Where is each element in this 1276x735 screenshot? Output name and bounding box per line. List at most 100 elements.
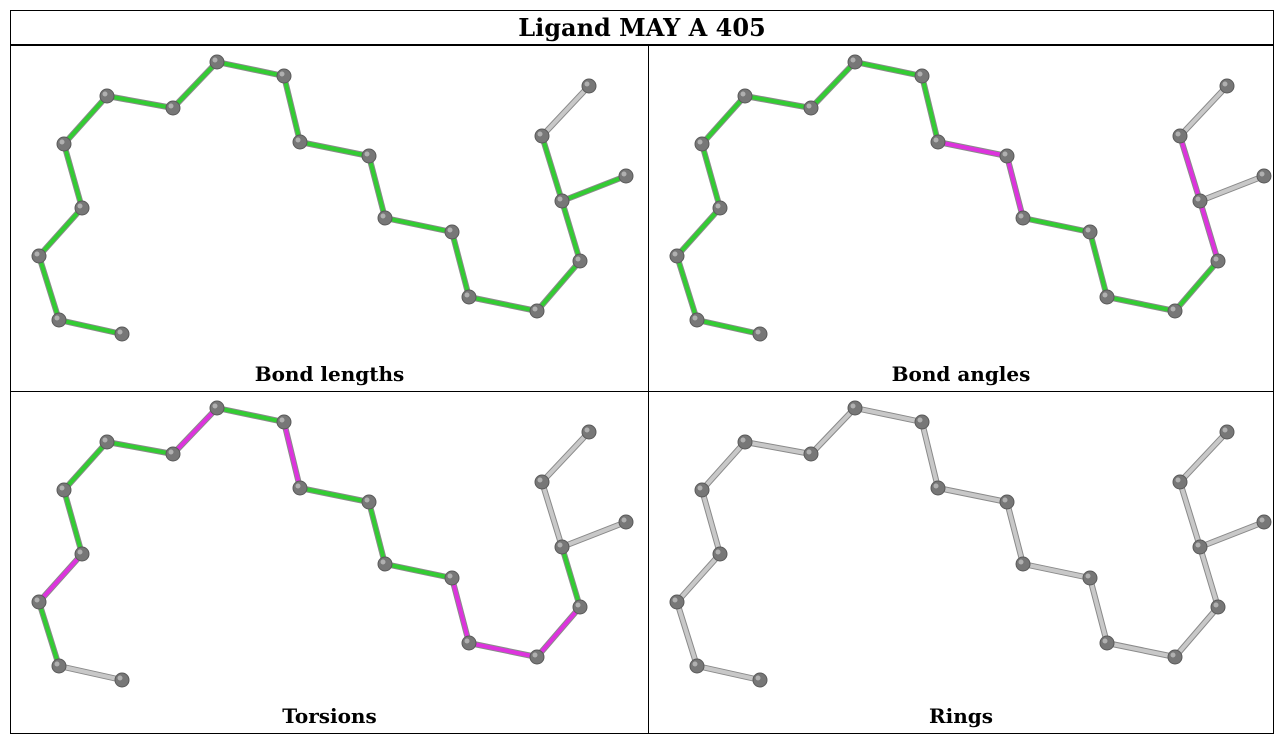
molecule-torsions [31,400,634,688]
bond-neutral [1198,545,1220,609]
atom [99,88,115,104]
atom-highlight [295,483,301,489]
bond-ok [920,74,940,144]
atom-highlight [380,213,386,219]
atom-highlight [575,256,581,262]
bond-ok [171,60,219,110]
atom [1192,539,1208,555]
atom-highlight [933,137,939,143]
bond-neutral [1178,430,1229,484]
atom-highlight [740,437,746,443]
atom-highlight [59,139,65,145]
atom [56,136,72,152]
bond-neutral [1198,520,1266,549]
atom-highlight [1002,497,1008,503]
atom [292,134,308,150]
bond-ok [57,318,124,336]
atom [1167,303,1183,319]
bond-neutral [540,480,564,549]
atom [737,88,753,104]
bond-outlier [936,140,1009,158]
atom-highlight [1018,213,1024,219]
atom-highlight [34,251,40,257]
atom [689,312,705,328]
bond-neutral [853,406,924,424]
atom [999,494,1015,510]
atom-highlight [621,517,627,523]
bond-ok [62,94,109,146]
panel-bond-angles: Bond angles [648,45,1274,392]
atom [529,303,545,319]
bond-outlier [282,420,302,490]
atom-highlight [1085,573,1091,579]
atom-highlight [102,91,108,97]
atom-highlight [917,71,923,77]
bond-ok [535,259,582,313]
bond-outlier [467,641,539,659]
atom-highlight [806,103,812,109]
atom [444,224,460,240]
bond-outlier [1198,199,1220,263]
atom-highlight [692,315,698,321]
bond-neutral [560,520,628,549]
atom-highlight [1213,256,1219,262]
caption-torsions: Torsions [282,704,377,728]
atom [51,658,67,674]
bond-outlier [1178,134,1202,203]
atom [1015,556,1031,572]
atom-highlight [1259,171,1265,177]
atom-highlight [1175,131,1181,137]
atom [930,134,946,150]
atom [1015,210,1031,226]
molecule-rings [669,400,1272,688]
atom-highlight [557,542,563,548]
bond-ok [37,600,61,668]
atom-highlight [77,549,83,555]
atom-highlight [532,306,538,312]
atom-highlight [117,675,123,681]
atom-highlight [54,315,60,321]
bond-outlier [535,605,582,659]
atom [114,326,130,342]
atom-highlight [34,597,40,603]
bond-neutral [540,430,591,484]
bond-outlier [1005,154,1025,220]
bond-ok [37,254,61,322]
atom-highlight [537,477,543,483]
bond-ok [675,206,722,258]
atom-highlight [295,137,301,143]
atom [1082,570,1098,586]
atom [1172,474,1188,490]
atom [361,494,377,510]
atom-highlight [715,203,721,209]
atom [1099,635,1115,651]
bond-ok [298,486,371,504]
atom [444,570,460,586]
atom [276,68,292,84]
bond-ok [37,206,84,258]
bond-outlier [171,406,219,456]
atom-highlight [917,417,923,423]
atom-highlight [697,139,703,145]
molecule-bond-angles [669,54,1272,342]
atom-highlight [1102,292,1108,298]
atom-highlight [537,131,543,137]
atom-highlight [447,227,453,233]
atom-highlight [59,485,65,491]
atom [51,312,67,328]
atom [292,480,308,496]
atom [461,635,477,651]
caption-rings: Rings [928,704,993,728]
atom [1172,128,1188,144]
atom [847,54,863,70]
atom [618,168,634,184]
atom-highlight [447,573,453,579]
atom [165,100,181,116]
bond-ok [675,254,699,322]
molecule-bond-lengths [31,54,634,342]
atom-highlight [364,497,370,503]
bond-neutral [675,600,699,668]
atom-highlight [672,251,678,257]
atom-highlight [77,203,83,209]
bond-ok [1105,295,1177,313]
